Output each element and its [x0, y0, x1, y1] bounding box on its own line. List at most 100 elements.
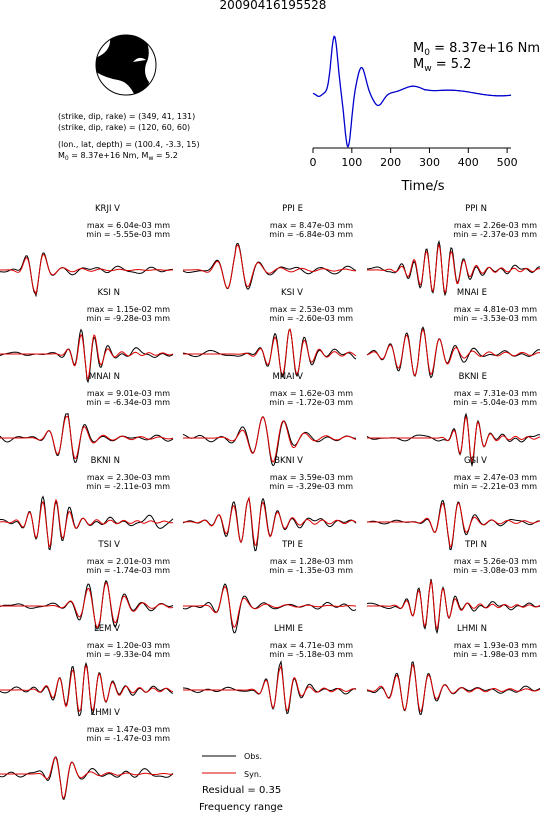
min-label: min = -9.33e-04 mm [86, 650, 170, 659]
min-label: min = -1.47e-03 mm [86, 734, 170, 743]
station-label: PPI E [282, 204, 303, 214]
synthetic-trace [0, 253, 173, 296]
figure-title: 20090416195528 [220, 0, 327, 12]
beachball-icon [95, 34, 157, 96]
observed-trace [183, 659, 356, 715]
synthetic-trace [183, 585, 357, 628]
max-label: max = 8.47e-03 mm [270, 221, 353, 230]
max-label: max = 7.31e-03 mm [454, 389, 537, 398]
source-time-function-chart: 0 100 200 300 400 500 M0 = 8.37e+16 Nm Mw = 5… [310, 35, 540, 194]
synthetic-trace [366, 664, 541, 712]
synthetic-trace [0, 415, 174, 460]
min-label: min = -1.98e-03 mm [453, 650, 537, 659]
min-label: min = -5.55e-03 mm [86, 230, 170, 239]
max-label: max = 1.15e-02 mm [87, 305, 170, 314]
observed-trace [366, 578, 541, 635]
min-label: min = -2.21e-03 mm [453, 482, 537, 491]
stf-line [312, 35, 512, 148]
observed-trace [182, 328, 357, 378]
observed-trace [0, 661, 174, 717]
synthetic-trace [0, 333, 174, 380]
synthetic-trace [183, 664, 357, 712]
station-label: BKNI E [459, 372, 487, 382]
min-label: min = -9.28e-03 mm [86, 314, 170, 323]
observed-trace [0, 252, 174, 298]
min-label: min = -2.60e-03 mm [269, 314, 353, 323]
stf-x-tick-label: 100 [341, 156, 362, 169]
observed-trace [182, 416, 357, 467]
observed-trace [0, 579, 174, 630]
station-label: MNAI N [89, 372, 120, 382]
legend-obs-label: Obs. [244, 752, 262, 761]
max-label: max = 4.81e-03 mm [454, 305, 537, 314]
min-label: min = -6.84e-03 mm [269, 230, 353, 239]
station-label: MNAI V [272, 372, 303, 382]
synthetic-trace [0, 664, 174, 713]
observed-trace [182, 583, 357, 634]
max-label: max = 1.62e-03 mm [270, 389, 353, 398]
station-label: TPI N [464, 540, 487, 550]
station-label: KSI N [97, 288, 120, 298]
synthetic-trace [183, 496, 357, 546]
max-label: max = 2.01e-03 mm [87, 557, 170, 566]
observed-trace [0, 412, 174, 464]
location-label: (lon., lat, depth) = (100.4, -3.3, 15) [58, 140, 200, 149]
max-label: max = 1.47e-03 mm [87, 725, 170, 734]
station-label: MNAI E [457, 288, 487, 298]
max-label: max = 6.04e-03 mm [87, 221, 170, 230]
synthetic-trace [0, 498, 174, 548]
synthetic-trace [183, 416, 357, 463]
synthetic-trace [367, 502, 541, 548]
stf-mw-label: Mw = 5.2 [413, 57, 471, 74]
stf-m0-label: M0 = 8.37e+16 Nm [413, 41, 540, 58]
station-label: TSI V [97, 540, 120, 550]
nodal-plane-1-label: (strike, dip, rake) = (349, 41, 131) [58, 112, 195, 121]
min-label: min = -1.35e-03 mm [269, 566, 353, 575]
stf-x-tick-label: 300 [419, 156, 440, 169]
legend-syn-label: Syn. [244, 770, 261, 779]
station-label: LHMI V [91, 708, 121, 718]
station-label: LHMI N [457, 624, 487, 634]
min-label: min = -3.53e-03 mm [453, 314, 537, 323]
min-label: min = -3.29e-03 mm [269, 482, 353, 491]
station-label: GSI V [464, 456, 487, 466]
station-label: TPI E [281, 540, 303, 550]
max-label: max = 4.71e-03 mm [270, 641, 353, 650]
stf-x-tick-label: 200 [380, 156, 401, 169]
station-label: KSI V [281, 288, 303, 298]
observed-trace [182, 242, 357, 290]
station-label: KRJI V [95, 204, 120, 214]
station-label: BKNI N [91, 456, 120, 466]
synthetic-trace [367, 243, 541, 295]
max-label: max = 2.47e-03 mm [454, 473, 537, 482]
observed-trace [366, 412, 541, 468]
station-label: LEM V [94, 624, 120, 634]
max-label: max = 2.53e-03 mm [270, 305, 353, 314]
max-label: max = 1.20e-03 mm [87, 641, 170, 650]
min-label: min = -1.72e-03 mm [269, 398, 353, 407]
synthetic-trace [367, 415, 541, 464]
stf-x-tick-label: 400 [458, 156, 479, 169]
station-label: LHMI E [274, 624, 303, 634]
min-label: min = -5.18e-03 mm [269, 650, 353, 659]
synthetic-trace [367, 580, 541, 631]
max-label: max = 5.26e-03 mm [454, 557, 537, 566]
max-label: max = 3.59e-03 mm [270, 473, 353, 482]
